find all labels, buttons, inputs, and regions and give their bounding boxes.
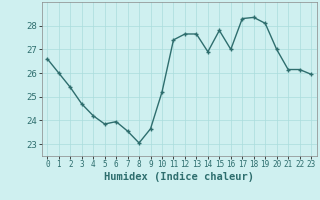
X-axis label: Humidex (Indice chaleur): Humidex (Indice chaleur) (104, 172, 254, 182)
